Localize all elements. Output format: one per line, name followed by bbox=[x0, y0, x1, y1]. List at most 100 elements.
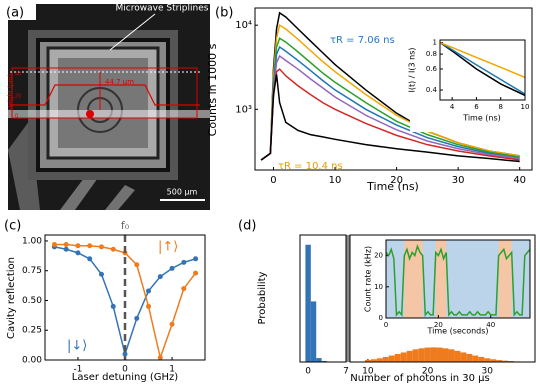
histogram-bar bbox=[448, 349, 455, 362]
y-axis-label: Probability bbox=[257, 271, 268, 324]
scale-bar-label: 500 µm bbox=[167, 188, 198, 197]
shaded-region bbox=[435, 240, 447, 318]
x-tick-label: 10 bbox=[521, 103, 530, 111]
data-point bbox=[169, 265, 175, 271]
legend-label: |↓⟩ bbox=[67, 339, 87, 354]
data-point bbox=[157, 355, 163, 361]
histogram-bar bbox=[490, 359, 497, 362]
data-point bbox=[146, 288, 152, 294]
histogram-bar bbox=[430, 347, 437, 362]
panel-label: (d) bbox=[238, 219, 256, 234]
y-tick-label: 20 bbox=[374, 252, 383, 260]
height-tick: 40 bbox=[15, 72, 21, 78]
series-line bbox=[439, 41, 526, 95]
x-tick-label: 8 bbox=[498, 103, 502, 111]
histogram-bar bbox=[502, 360, 509, 362]
y-tick-label: 10⁴ bbox=[235, 20, 252, 31]
data-point bbox=[63, 246, 69, 252]
series-line bbox=[385, 243, 531, 317]
x-tick-label: 30 bbox=[482, 367, 494, 377]
data-point bbox=[193, 270, 199, 276]
data-point bbox=[193, 256, 199, 262]
series-line bbox=[260, 54, 520, 161]
histogram-bar bbox=[406, 350, 413, 362]
axes-frame bbox=[299, 234, 347, 363]
y-tick-label: 0.75 bbox=[22, 266, 42, 276]
data-point bbox=[122, 351, 128, 357]
data-point bbox=[169, 321, 175, 327]
histogram-bar bbox=[496, 360, 503, 362]
histogram-bar bbox=[376, 358, 383, 362]
data-point bbox=[181, 286, 187, 292]
x-tick-label: 1 bbox=[169, 365, 175, 375]
data-point bbox=[87, 243, 93, 249]
data-point bbox=[75, 250, 81, 256]
x-axis-label: Time (ns) bbox=[366, 180, 419, 193]
x-tick-label: -1 bbox=[73, 365, 82, 375]
histogram-bar bbox=[460, 352, 467, 362]
histogram-bar bbox=[472, 355, 479, 362]
histogram-bar bbox=[394, 353, 401, 362]
y-axis-label: Cavity reflection bbox=[6, 257, 17, 339]
x-axis-label: Laser detuning (GHz) bbox=[72, 372, 179, 383]
y-tick-label: 0.4 bbox=[426, 86, 438, 94]
histogram-bar bbox=[436, 347, 443, 362]
x-tick-label: 0 bbox=[122, 365, 128, 375]
x-tick-label: 20 bbox=[422, 367, 434, 377]
histogram-bar bbox=[454, 350, 461, 362]
shaded-region bbox=[404, 240, 423, 318]
y-tick-label: 0.00 bbox=[22, 356, 42, 366]
histogram-bar bbox=[400, 352, 407, 362]
x-tick-label: 40 bbox=[513, 175, 526, 186]
y-tick-label: 0 bbox=[379, 314, 383, 322]
histogram-bar bbox=[466, 353, 473, 362]
histogram-bar bbox=[364, 360, 371, 362]
histogram-bar bbox=[442, 348, 449, 362]
y-axis-label: Counts in 1000 s bbox=[206, 43, 219, 136]
x-axis-label: Time (ns) bbox=[462, 114, 501, 123]
height-tick: 20 bbox=[15, 94, 21, 100]
axes-frame bbox=[349, 234, 536, 363]
x-tick-label: 4 bbox=[450, 103, 455, 111]
data-point bbox=[146, 303, 152, 309]
histogram-bar bbox=[424, 347, 431, 362]
histogram-bar bbox=[310, 301, 317, 362]
x-axis-label: Number of photons in 30 µs bbox=[350, 373, 490, 384]
series-line bbox=[260, 74, 520, 163]
x-tick-label: 6 bbox=[474, 103, 479, 111]
histogram-bar bbox=[484, 358, 491, 362]
y-axis-label: I(t) / I(3 ns) bbox=[408, 48, 417, 93]
x-axis-label: Time (seconds) bbox=[426, 327, 488, 336]
reference-label: f₀ bbox=[121, 219, 130, 232]
inset-background bbox=[410, 36, 531, 132]
histogram-bar bbox=[388, 355, 395, 362]
y-tick-label: 0.25 bbox=[22, 326, 42, 336]
y-tick-label: 1.00 bbox=[22, 236, 42, 246]
histogram-bar bbox=[412, 349, 419, 362]
axes-frame bbox=[385, 239, 531, 319]
image-annotation: Microwave Striplines bbox=[116, 4, 209, 14]
data-point bbox=[110, 303, 116, 309]
y-tick-label: 0.50 bbox=[22, 296, 42, 306]
series-line bbox=[439, 41, 526, 79]
y-tick-label: 10³ bbox=[235, 104, 252, 115]
height-label: Height (µm) bbox=[8, 74, 15, 110]
annotation: τR = 7.06 ns bbox=[330, 35, 395, 46]
x-tick-label: 0 bbox=[270, 175, 276, 186]
annotation: τR = 10.4 ns bbox=[278, 161, 343, 172]
x-tick-label: 0 bbox=[305, 367, 311, 377]
panel-label: (a) bbox=[6, 6, 24, 21]
data-point bbox=[98, 244, 104, 250]
data-point bbox=[75, 243, 81, 249]
x-tick-label: 40 bbox=[486, 321, 495, 329]
x-tick-label: 30 bbox=[452, 175, 465, 186]
data-point bbox=[63, 242, 69, 248]
height-tick: 0 bbox=[15, 114, 18, 120]
x-tick-label: 20 bbox=[434, 321, 443, 329]
histogram-bar bbox=[370, 359, 377, 362]
data-point bbox=[181, 259, 187, 265]
y-tick-label: 1 bbox=[433, 39, 437, 47]
x-tick-label: 10 bbox=[362, 367, 374, 377]
axes-frame bbox=[254, 7, 533, 171]
